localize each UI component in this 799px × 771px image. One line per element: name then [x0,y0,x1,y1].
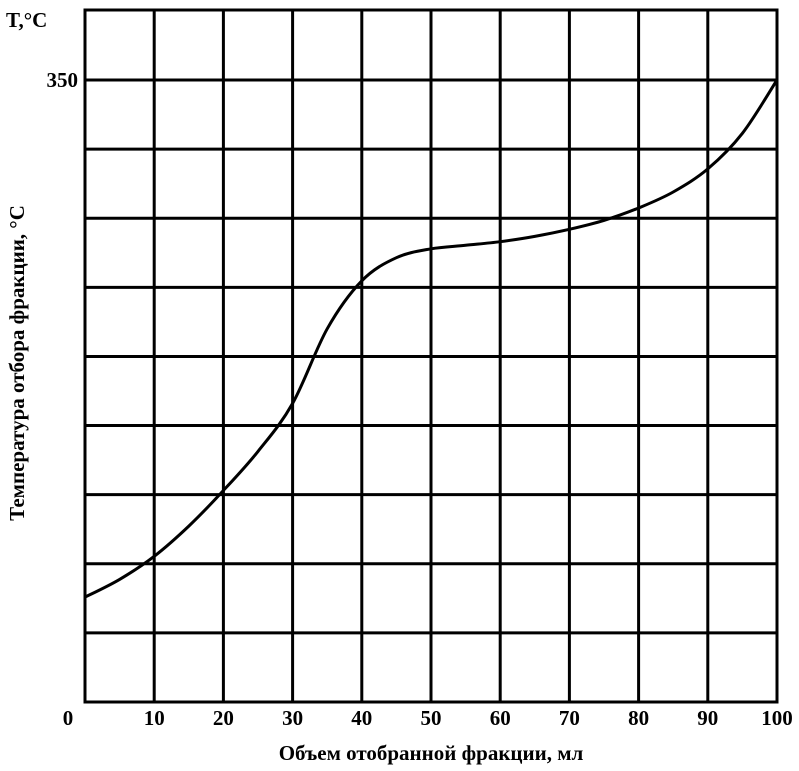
x-tick-label: 100 [761,706,793,730]
x-tick-label: 40 [351,706,372,730]
x-axis-title: Объем отобранной фракции, мл [279,741,584,765]
series-line [84,79,779,599]
y-tick-labels: 350 [47,68,79,92]
x-tick-labels: 0 10 20 30 40 50 60 70 80 90 100 [63,706,793,730]
y-unit-label: T,°C [6,8,47,32]
x-tick-label: 20 [213,706,234,730]
x-tick-label: 10 [144,706,165,730]
x-tick-label: 70 [559,706,580,730]
y-axis-title: Температура отбора фракции, °С [5,205,29,521]
y-tick-label: 350 [47,68,79,92]
x-tick-label: 80 [628,706,649,730]
x-tick-label: 50 [421,706,442,730]
grid [85,10,777,702]
x-tick-label: 90 [697,706,718,730]
plot-frame [83,8,779,704]
x-tick-label: 0 [63,706,74,730]
x-tick-label: 60 [490,706,511,730]
x-tick-label: 30 [282,706,303,730]
